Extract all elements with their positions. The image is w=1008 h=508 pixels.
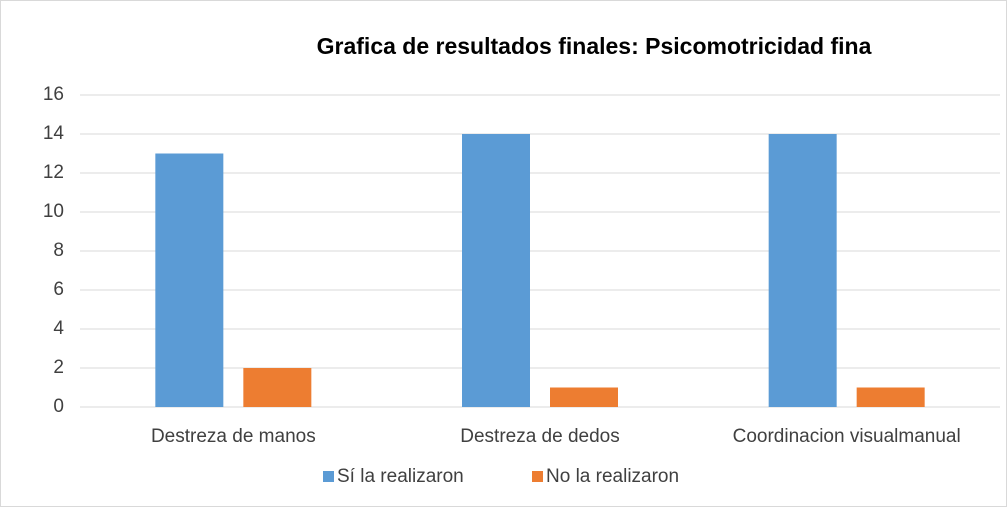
legend-swatch <box>532 471 543 482</box>
y-tick-label: 12 <box>43 162 64 183</box>
y-tick-label: 14 <box>43 123 65 144</box>
x-tick-label: Destreza de manos <box>151 426 316 447</box>
bar <box>155 153 224 407</box>
bar <box>462 134 530 407</box>
y-tick-label: 0 <box>53 396 64 417</box>
bar <box>550 387 618 407</box>
y-tick-label: 10 <box>43 201 64 222</box>
x-tick-label: Destreza de dedos <box>460 426 620 447</box>
x-tick-label: Coordinacion visualmanual <box>733 426 961 447</box>
legend-label: No la realizaron <box>546 466 679 487</box>
y-tick-label: 4 <box>53 318 64 339</box>
y-tick-label: 6 <box>53 279 64 300</box>
bar <box>856 387 925 407</box>
y-tick-label: 16 <box>43 84 64 105</box>
y-tick-label: 8 <box>53 240 64 261</box>
chart-title: Grafica de resultados finales: Psicomotr… <box>317 33 872 59</box>
bar <box>243 368 312 407</box>
legend-swatch <box>323 471 334 482</box>
legend-label: Sí la realizaron <box>337 466 464 487</box>
y-tick-label: 2 <box>53 357 64 378</box>
bar <box>768 134 837 407</box>
